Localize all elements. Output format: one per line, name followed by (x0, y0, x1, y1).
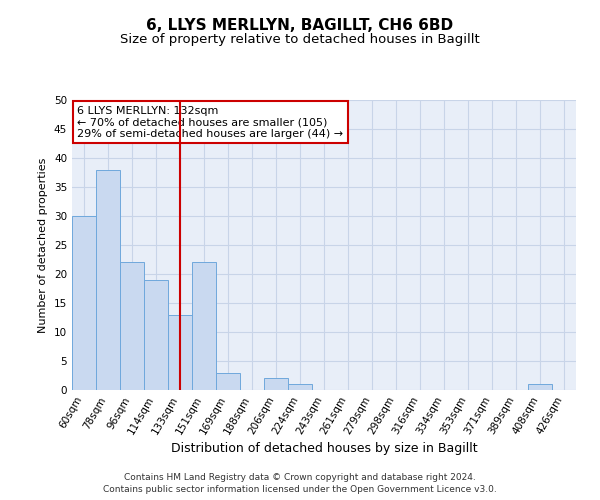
X-axis label: Distribution of detached houses by size in Bagillt: Distribution of detached houses by size … (170, 442, 478, 455)
Text: Contains public sector information licensed under the Open Government Licence v3: Contains public sector information licen… (103, 485, 497, 494)
Bar (216, 372, 240, 390)
Text: Size of property relative to detached houses in Bagillt: Size of property relative to detached ho… (120, 32, 480, 46)
Bar (264, 378, 288, 390)
Bar (168, 314, 192, 390)
Bar (72, 216, 96, 390)
Bar (288, 384, 312, 390)
Text: 6 LLYS MERLLYN: 132sqm
← 70% of detached houses are smaller (105)
29% of semi-de: 6 LLYS MERLLYN: 132sqm ← 70% of detached… (77, 106, 343, 139)
Text: Contains HM Land Registry data © Crown copyright and database right 2024.: Contains HM Land Registry data © Crown c… (124, 472, 476, 482)
Y-axis label: Number of detached properties: Number of detached properties (38, 158, 49, 332)
Bar (120, 262, 144, 390)
Text: 6, LLYS MERLLYN, BAGILLT, CH6 6BD: 6, LLYS MERLLYN, BAGILLT, CH6 6BD (146, 18, 454, 32)
Bar (144, 280, 168, 390)
Bar (192, 262, 216, 390)
Bar (96, 170, 120, 390)
Bar (528, 384, 552, 390)
